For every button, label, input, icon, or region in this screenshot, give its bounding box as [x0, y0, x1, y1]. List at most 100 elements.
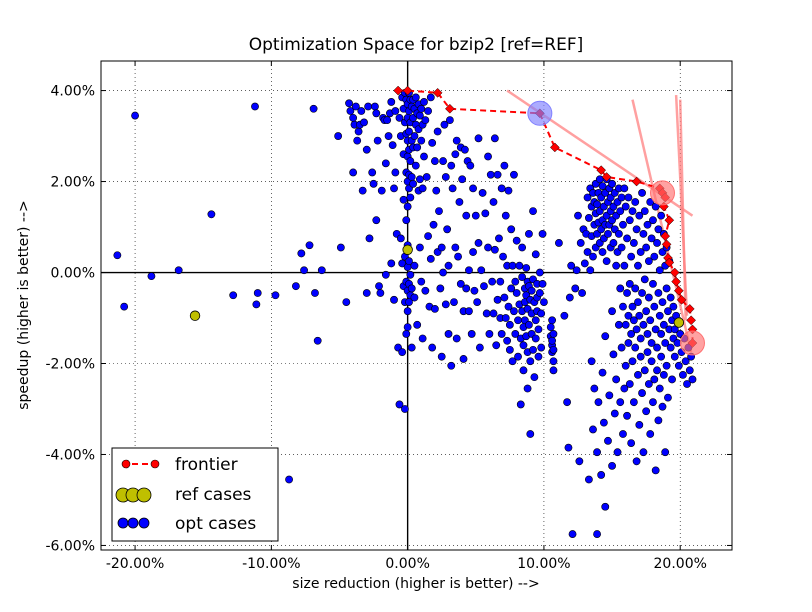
opt-case-point [518, 243, 527, 252]
x-axis-label: size reduction (higher is better) --> [292, 576, 539, 592]
opt-case-point [638, 189, 646, 197]
opt-case-point [398, 259, 407, 268]
opt-case-point [647, 234, 656, 243]
opt-case-point [549, 345, 558, 354]
legend-frontier-marker [150, 459, 160, 469]
opt-case-point [624, 193, 633, 202]
opt-case-point [629, 316, 638, 325]
opt-case-point [469, 184, 477, 193]
opt-case-point [447, 361, 456, 370]
opt-case-point [555, 239, 563, 247]
opt-case-point [511, 277, 520, 286]
opt-case-point [406, 193, 415, 202]
opt-case-point [632, 457, 641, 466]
frontier-point [601, 172, 612, 182]
opt-case-point [507, 225, 516, 234]
opt-case-point [459, 355, 468, 363]
opt-case-point [640, 275, 649, 284]
frontier-point [549, 142, 560, 153]
frontier-point [671, 276, 681, 287]
opt-case-point [642, 243, 651, 252]
x-tick-label: -20.00% [106, 556, 164, 572]
opt-case-point [174, 266, 183, 275]
opt-case-point [621, 361, 630, 370]
opt-case-point [583, 248, 592, 256]
opt-case-point [608, 461, 616, 470]
opt-case-point [484, 243, 492, 252]
legend: frontier ref cases opt cases [111, 447, 279, 542]
opt-case-point [497, 330, 506, 338]
opt-case-point [649, 398, 657, 407]
opt-case-point [305, 241, 314, 250]
opt-case-point [617, 193, 626, 202]
opt-case-point [462, 284, 471, 293]
opt-case-point [503, 336, 512, 345]
opt-case-point [410, 132, 419, 140]
opt-case-point [372, 109, 381, 118]
opt-case-point [657, 330, 666, 338]
opt-case-point [574, 211, 582, 220]
opt-case-point [620, 184, 629, 193]
opt-case-point [489, 309, 498, 318]
opt-case-point [409, 179, 417, 188]
opt-case-point [405, 257, 413, 266]
opt-case-point [659, 320, 668, 329]
opt-case-point [651, 466, 660, 475]
opt-case-point [585, 475, 593, 484]
opt-case-point [364, 102, 373, 111]
opt-case-point [666, 293, 675, 302]
opt-case-point [297, 249, 306, 258]
opt-case-point [599, 418, 608, 427]
opt-case-point [605, 391, 614, 400]
opt-case-point [538, 279, 547, 288]
opt-case-point [519, 341, 528, 350]
opt-case-point [619, 220, 627, 229]
frontier-point [686, 315, 696, 326]
opt-case-point [441, 173, 450, 181]
highlight-circle [649, 180, 675, 206]
opt-case-point [644, 293, 653, 302]
opt-case-point [640, 366, 649, 375]
opt-case-point [631, 284, 640, 293]
opt-case-point [653, 343, 661, 352]
opt-case-point [417, 277, 426, 286]
opt-case-point [565, 293, 574, 302]
opt-case-point [485, 330, 494, 338]
opt-case-point [658, 298, 667, 306]
opt-case-point [469, 248, 477, 256]
opt-case-point [413, 143, 422, 152]
frontier-point [661, 239, 672, 250]
opt-case-point [617, 243, 626, 252]
opt-case-point [661, 448, 670, 457]
opt-case-point [525, 320, 533, 329]
opt-case-point [455, 198, 464, 206]
opt-case-point [493, 295, 502, 304]
opt-case-point [410, 293, 419, 302]
ref-case-point [189, 310, 201, 321]
opt-case-point [451, 150, 460, 159]
opt-case-point [563, 398, 571, 407]
opt-case-point [471, 211, 480, 220]
opt-case-point [646, 198, 655, 206]
opt-case-point [496, 277, 505, 286]
opt-case-point [512, 289, 521, 297]
opt-case-point [548, 316, 557, 325]
opt-case-point [664, 307, 672, 316]
opt-case-point [649, 279, 657, 288]
opt-case-point [620, 261, 629, 270]
opt-case-point [625, 279, 634, 288]
opt-case-point [516, 400, 525, 409]
opt-case-point [623, 289, 631, 297]
highlight-circle [679, 330, 705, 356]
opt-case-point [407, 173, 416, 181]
opt-case-point [634, 370, 642, 379]
y-tick-label: 2.00% [51, 175, 95, 191]
opt-case-point [456, 279, 465, 288]
opt-case-point [632, 325, 641, 334]
opt-case-point [131, 111, 139, 120]
opt-case-point [381, 159, 390, 168]
opt-case-point [381, 270, 390, 279]
opt-case-point [504, 186, 513, 195]
y-tick-label: -6.00% [45, 538, 95, 554]
opt-case-point [439, 157, 447, 165]
